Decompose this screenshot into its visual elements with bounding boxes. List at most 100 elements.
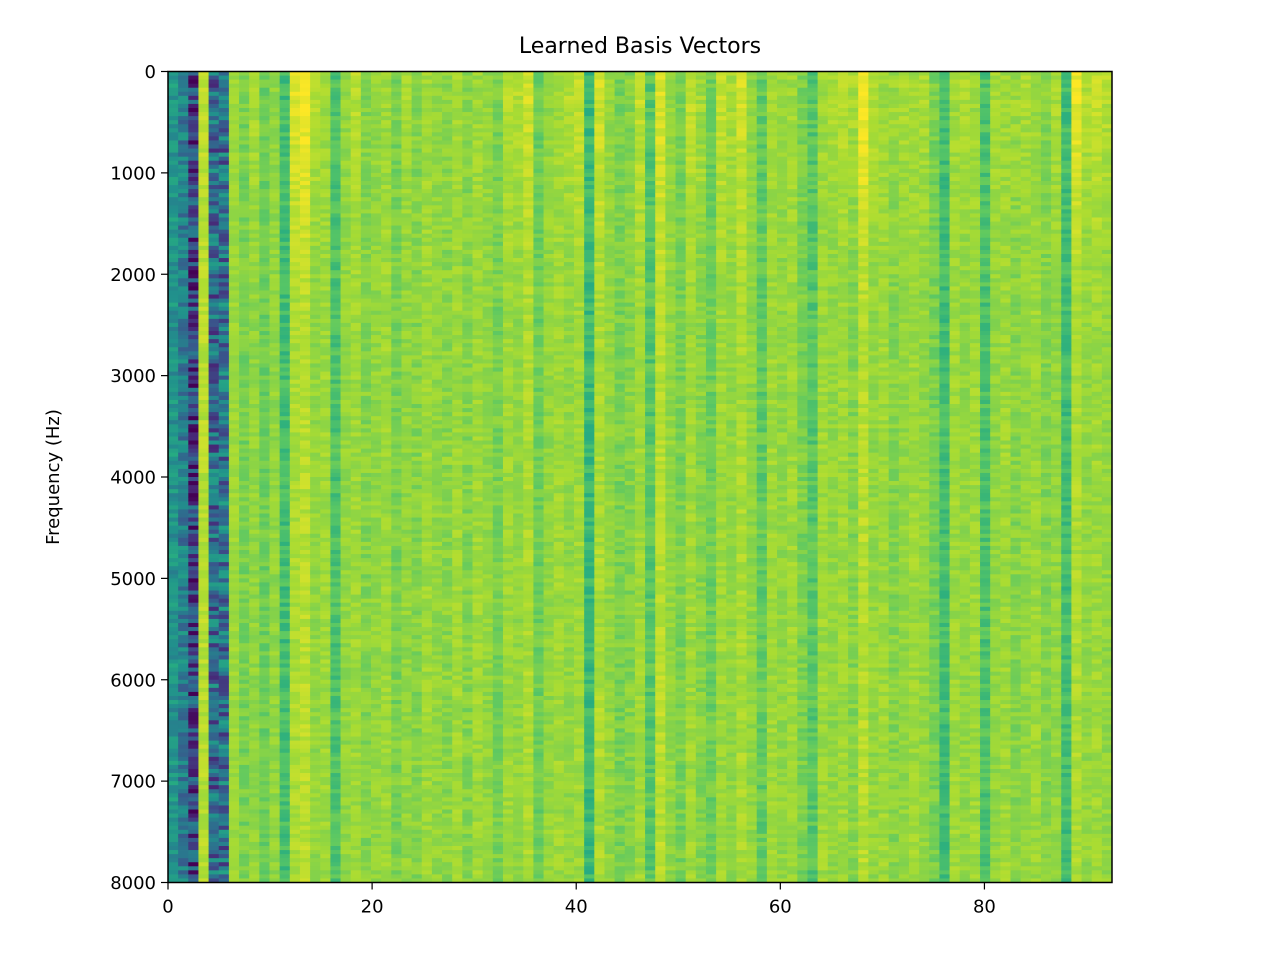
heatmap-cell — [239, 635, 250, 639]
heatmap-cell — [229, 161, 240, 165]
heatmap-cell — [198, 773, 209, 777]
heatmap-cell — [259, 749, 270, 753]
heatmap-cell — [259, 862, 270, 866]
heatmap-cell — [310, 607, 321, 611]
heatmap-cell — [341, 88, 352, 92]
heatmap-cell — [320, 489, 331, 493]
heatmap-cell — [341, 842, 352, 846]
heatmap-cell — [168, 534, 179, 538]
heatmap-cell — [351, 741, 362, 745]
heatmap-cell — [239, 112, 250, 116]
heatmap-cell — [391, 619, 402, 623]
heatmap-cell — [219, 453, 230, 457]
heatmap-cell — [270, 538, 281, 542]
heatmap-cell — [219, 562, 230, 566]
heatmap-cell — [188, 226, 199, 230]
heatmap-cell — [209, 112, 220, 116]
heatmap-cell — [391, 359, 402, 363]
heatmap-cell — [341, 331, 352, 335]
heatmap-cell — [401, 193, 412, 197]
heatmap-cell — [341, 144, 352, 148]
heatmap-cell — [412, 574, 423, 578]
heatmap-cell — [300, 534, 311, 538]
heatmap-cell — [249, 469, 260, 473]
heatmap-cell — [188, 745, 199, 749]
heatmap-cell — [310, 197, 321, 201]
heatmap-cell — [300, 246, 311, 250]
heatmap-cell — [259, 619, 270, 623]
heatmap-cell — [209, 209, 220, 213]
heatmap-cell — [330, 282, 341, 286]
heatmap-cell — [320, 392, 331, 396]
heatmap-cell — [381, 741, 392, 745]
heatmap-cell — [381, 376, 392, 380]
heatmap-cell — [371, 518, 382, 522]
heatmap-cell — [259, 818, 270, 822]
heatmap-cell — [259, 745, 270, 749]
heatmap-cell — [229, 351, 240, 355]
heatmap-cell — [259, 307, 270, 311]
heatmap-cell — [178, 574, 189, 578]
heatmap-cell — [178, 197, 189, 201]
heatmap-cell — [219, 84, 230, 88]
heatmap-cell — [270, 595, 281, 599]
heatmap-cell — [341, 254, 352, 258]
heatmap-cell — [401, 197, 412, 201]
heatmap-cell — [259, 582, 270, 586]
heatmap-cell — [178, 217, 189, 221]
heatmap-cell — [249, 737, 260, 741]
heatmap-cell — [259, 651, 270, 655]
heatmap-cell — [209, 177, 220, 181]
heatmap-cell — [290, 485, 301, 489]
heatmap-cell — [381, 526, 392, 530]
heatmap-cell — [361, 185, 372, 189]
heatmap-cell — [320, 331, 331, 335]
heatmap-cell — [320, 351, 331, 355]
heatmap-cell — [381, 599, 392, 603]
heatmap-cell — [188, 797, 199, 801]
heatmap-cell — [219, 676, 230, 680]
heatmap-cell — [209, 493, 220, 497]
heatmap-cell — [290, 501, 301, 505]
heatmap-cell — [229, 335, 240, 339]
heatmap-cell — [178, 436, 189, 440]
heatmap-cell — [219, 274, 230, 278]
heatmap-cell — [280, 132, 291, 136]
heatmap-cell — [320, 177, 331, 181]
heatmap-cell — [351, 826, 362, 830]
heatmap-cell — [310, 477, 321, 481]
heatmap-cell — [401, 327, 412, 331]
heatmap-cell — [188, 234, 199, 238]
heatmap-cell — [341, 741, 352, 745]
heatmap-cell — [310, 193, 321, 197]
heatmap-cell — [219, 161, 230, 165]
heatmap-cell — [351, 801, 362, 805]
heatmap-cell — [381, 655, 392, 659]
heatmap-cell — [310, 116, 321, 120]
heatmap-cell — [300, 213, 311, 217]
heatmap-cell — [341, 493, 352, 497]
heatmap-cell — [198, 526, 209, 530]
heatmap-cell — [381, 254, 392, 258]
heatmap-cell — [280, 311, 291, 315]
heatmap-cell — [178, 432, 189, 436]
heatmap-cell — [280, 445, 291, 449]
heatmap-cell — [188, 850, 199, 854]
heatmap-cell — [361, 246, 372, 250]
heatmap-cell — [341, 797, 352, 801]
heatmap-cell — [391, 153, 402, 157]
heatmap-cell — [341, 315, 352, 319]
heatmap-cell — [198, 668, 209, 672]
heatmap-cell — [270, 258, 281, 262]
heatmap-cell — [198, 603, 209, 607]
heatmap-cell — [198, 720, 209, 724]
heatmap-cell — [300, 497, 311, 501]
heatmap-cell — [412, 591, 423, 595]
heatmap-cell — [290, 331, 301, 335]
heatmap-cell — [330, 404, 341, 408]
heatmap-cell — [249, 465, 260, 469]
heatmap-cell — [330, 226, 341, 230]
heatmap-cell — [361, 635, 372, 639]
heatmap-cell — [219, 457, 230, 461]
heatmap-cell — [371, 181, 382, 185]
